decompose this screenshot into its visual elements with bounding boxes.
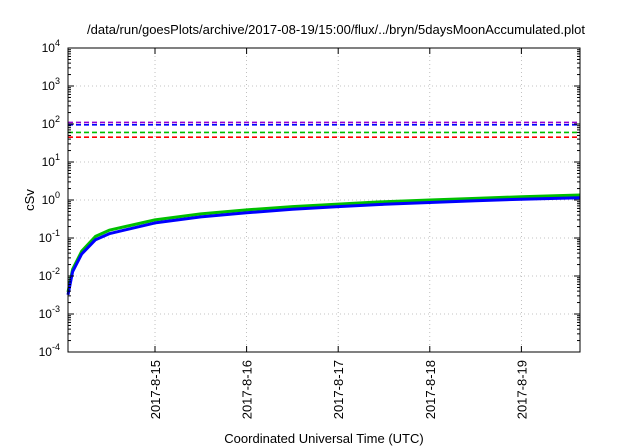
y-tick-label: 10-1 <box>39 228 60 245</box>
y-tick-label: 10-4 <box>39 342 60 359</box>
y-tick-label: 10-2 <box>39 266 60 283</box>
series-lines <box>66 193 581 296</box>
x-tick-label: 2017-8-16 <box>240 360 255 419</box>
series-line <box>66 196 581 296</box>
chart-title: /data/run/goesPlots/archive/2017-08-19/1… <box>87 22 585 37</box>
threshold-lines <box>68 121 580 138</box>
x-tick-label: 2017-8-19 <box>514 360 529 419</box>
axis-ticks <box>68 47 580 353</box>
x-axis-label: Coordinated Universal Time (UTC) <box>224 431 423 446</box>
series-line <box>66 193 581 293</box>
y-tick-label: 100 <box>42 190 60 207</box>
y-tick-label: 103 <box>42 76 60 93</box>
x-tick-label: 2017-8-17 <box>331 360 346 419</box>
y-axis-label: cSv <box>22 189 37 211</box>
x-tick-label: 2017-8-18 <box>423 360 438 419</box>
y-tick-label: 104 <box>42 38 60 55</box>
y-tick-label: 102 <box>42 114 60 131</box>
y-tick-labels: 10-4 10-3 10-2 10-1 100 101 102 103 104 <box>39 38 60 359</box>
y-tick-label: 10-3 <box>39 304 60 321</box>
x-tick-label: 2017-8-15 <box>148 360 163 419</box>
y-tick-label: 101 <box>42 152 60 169</box>
x-tick-labels: 2017-8-15 2017-8-16 2017-8-17 2017-8-18 2017… <box>148 360 529 419</box>
